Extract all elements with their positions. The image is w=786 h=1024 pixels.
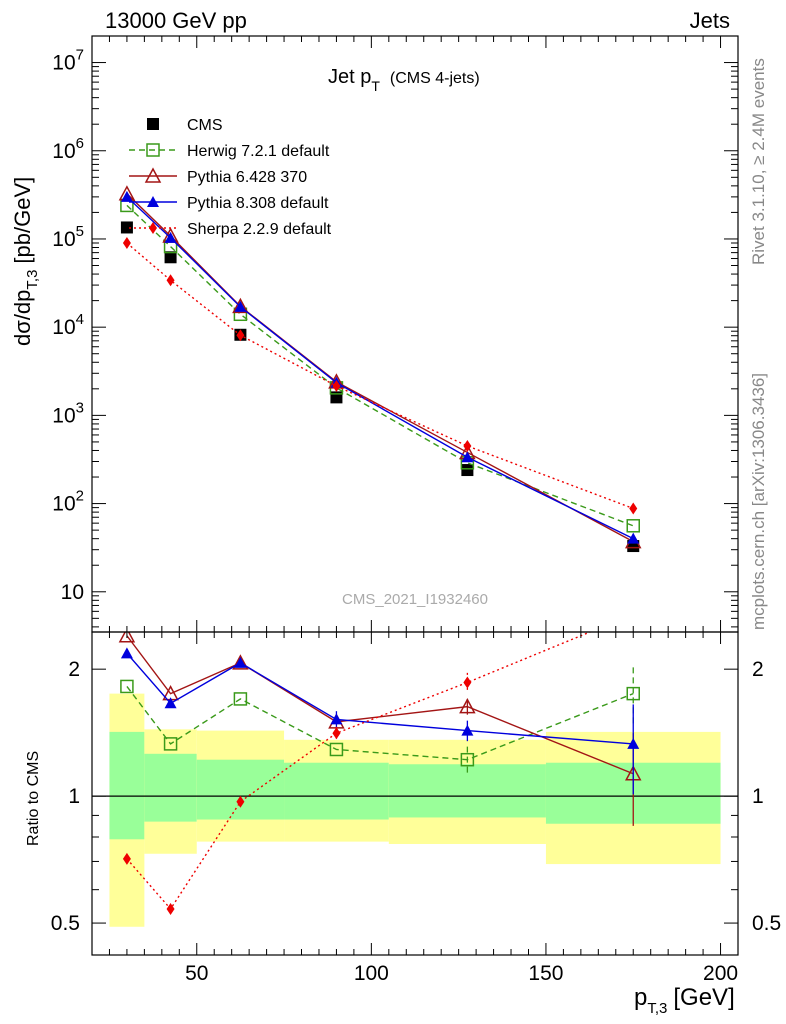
y-tick-label: 104: [52, 311, 84, 339]
ratio-point-pythia-6-428-370: [118, 632, 136, 643]
ratio-point-sherpa-2-2-9-default: [122, 852, 131, 865]
main-point-herwig-7-2-1-default: [626, 519, 640, 533]
x-tick-label: 200: [703, 962, 738, 985]
legend-label: Sherpa 2.2.9 default: [187, 221, 332, 238]
y-axis-title: dσ/dpT,3[pb/GeV]: [10, 177, 41, 346]
ratio-point-herwig-7-2-1-default: [626, 686, 640, 701]
ratio-point-sherpa-2-2-9-default: [236, 795, 245, 808]
main-series: [118, 185, 642, 553]
legend-marker: [146, 143, 160, 157]
main-line-pythia-6-428-370: [126, 193, 634, 543]
ratio-y-tick-label-right: 1: [752, 785, 764, 808]
main-line-sherpa-2-2-9-default: [126, 242, 634, 510]
y-tick-label: 102: [52, 488, 84, 516]
y-tick-label: 106: [52, 135, 84, 163]
main-point-pythia-8-308-default: [120, 190, 133, 202]
ratio-point-herwig-7-2-1-default: [329, 742, 344, 757]
analysis-watermark: CMS_2021_I1932460: [342, 591, 488, 608]
ratio-point-herwig-7-2-1-default: [233, 692, 248, 706]
collision-label: 13000 GeV pp: [105, 8, 247, 33]
y-tick-label: 105: [52, 223, 84, 251]
ratio-y-axis-title: Ratio to CMS: [25, 751, 42, 846]
main-line-pythia-8-308-default: [126, 196, 634, 540]
x-tick-label: 150: [528, 962, 563, 985]
ratio-line-pythia-6-428-370: [126, 635, 634, 775]
ratio-point-sherpa-2-2-9-default: [166, 902, 175, 915]
ratio-point-pythia-6-428-370: [232, 654, 249, 670]
stat-uncertainty-band: [196, 759, 285, 820]
main-point-pythia-8-308-default: [234, 300, 247, 312]
ratio-point-pythia-8-308-default: [120, 647, 133, 659]
ratio-series: [118, 608, 642, 915]
ratio-panel-frame: [91, 631, 739, 956]
x-axis-title: pT,3 [GeV]: [634, 984, 735, 1017]
main-point-sherpa-2-2-9-default: [629, 502, 638, 515]
main-point-sherpa-2-2-9-default: [166, 274, 175, 287]
ratio-point-pythia-8-308-default: [164, 697, 177, 709]
main-point-sherpa-2-2-9-default: [236, 329, 245, 342]
legend-marker: [149, 222, 157, 234]
legend-label: Pythia 8.308 default: [187, 195, 329, 212]
main-point-pythia-8-308-default: [461, 451, 474, 463]
ratio-point-herwig-7-2-1-default: [120, 679, 134, 694]
ratio-y-tick-label-right: 0.5: [752, 912, 781, 935]
ratio-point-pythia-8-308-default: [234, 656, 247, 668]
x-tick-label: 50: [185, 962, 208, 985]
main-point-pythia-8-308-default: [627, 532, 640, 544]
main-point-pythia-6-428-370: [232, 297, 249, 314]
ratio-y-tick-label: 2: [68, 658, 80, 681]
legend-marker: [144, 167, 162, 183]
ratio-point-sherpa-2-2-9-default: [463, 676, 472, 689]
legend-marker: [147, 196, 159, 207]
plot-title: Jet pT (CMS 4-jets): [328, 66, 480, 94]
ratio-point-herwig-7-2-1-default: [163, 737, 178, 751]
mcplots-label: mcplots.cern.ch [arXiv:1306.3436]: [749, 373, 768, 630]
stat-uncertainty-band: [109, 731, 145, 840]
main-line-herwig-7-2-1-default: [126, 204, 634, 527]
ratio-point-pythia-6-428-370: [459, 698, 476, 714]
legend-label: Herwig 7.2.1 default: [187, 143, 330, 160]
ratio-point-pythia-8-308-default: [330, 713, 343, 725]
stat-uncertainty-band: [144, 753, 197, 822]
axes-ticks: 50 100 150 200 10 102 103 104 105 106 107 0.5 0.5 1 1 2…: [51, 35, 781, 985]
main-point-sherpa-2-2-9-default: [122, 236, 131, 249]
ratio-y-tick-label: 1: [68, 785, 80, 808]
ratio-y-tick-label-right: 2: [752, 658, 764, 681]
ratio-line-herwig-7-2-1-default: [126, 686, 634, 761]
x-tick-label: 100: [354, 962, 389, 985]
y-tick-label: 103: [52, 399, 84, 427]
ratio-point-pythia-8-308-default: [627, 737, 640, 749]
y-tick-label: 10: [61, 581, 84, 604]
legend: CMS Herwig 7.2.1 default Pythia 6.428 370 P…: [129, 117, 332, 238]
ratio-line-pythia-8-308-default: [126, 652, 634, 745]
main-point-cms: [461, 464, 474, 477]
rivet-label: Rivet 3.1.10, ≥ 2.4M events: [749, 58, 768, 265]
main-point-sherpa-2-2-9-default: [463, 439, 472, 452]
legend-label: Pythia 6.428 370: [187, 169, 307, 186]
ratio-point-herwig-7-2-1-default: [460, 752, 475, 767]
stat-uncertainty-band: [284, 762, 389, 820]
main-point-pythia-8-308-default: [164, 231, 177, 243]
main-point-cms: [120, 221, 133, 234]
main-point-cms: [164, 251, 177, 264]
ratio-point-pythia-8-308-default: [461, 724, 474, 736]
ratio-line-sherpa-2-2-9-default: [126, 632, 592, 911]
stat-uncertainty-band: [388, 764, 546, 818]
main-point-sherpa-2-2-9-default: [332, 380, 341, 393]
legend-marker: [147, 118, 159, 130]
ratio-y-tick-label: 0.5: [51, 912, 80, 935]
legend-label: CMS: [187, 117, 223, 134]
ratio-point-sherpa-2-2-9-default: [332, 727, 341, 740]
uncertainty-bands: [109, 693, 721, 927]
ratio-point-sherpa-2-2-9-default: [629, 608, 637, 620]
process-label: Jets: [690, 8, 730, 33]
y-tick-label: 107: [52, 47, 84, 75]
